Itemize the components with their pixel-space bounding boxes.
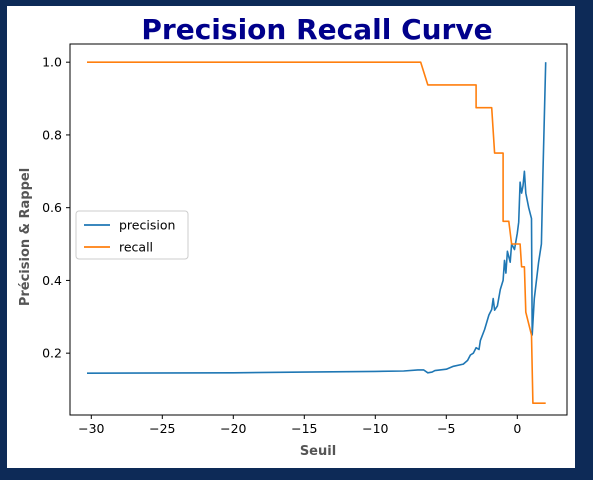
x-axis-ticks: −30 −25 −20 −15 −10 −5 0	[78, 415, 521, 436]
x-axis-label: Seuil	[300, 444, 336, 459]
series-line-precision	[86, 62, 547, 374]
series-line-recall	[87, 61, 546, 404]
x-tick-label: −20	[220, 421, 246, 436]
y-tick-label: 0.6	[42, 200, 62, 215]
x-tick-label: −5	[437, 421, 455, 436]
y-axis-ticks: 0.2 0.4 0.6 0.8 1.0	[42, 55, 70, 361]
y-tick-label: 0.2	[42, 346, 62, 361]
legend-label-recall: recall	[119, 240, 153, 255]
y-tick-label: 0.8	[42, 127, 62, 142]
plot-area	[69, 43, 568, 416]
legend-label-precision: precision	[119, 218, 175, 233]
legend: precision recall	[75, 210, 189, 260]
series-layer	[86, 61, 547, 404]
figure: Precision Recall Curve −30 −25 −20 −15 −10 −5…	[7, 6, 575, 468]
chart-title: Precision Recall Curve	[141, 13, 492, 46]
x-tick-label: −25	[149, 421, 175, 436]
y-tick-label: 1.0	[42, 55, 62, 70]
y-axis-label: Précision & Rappel	[18, 168, 33, 306]
x-tick-label: 0	[513, 421, 521, 436]
precision-recall-chart: Precision Recall Curve −30 −25 −20 −15 −10 −5…	[18, 13, 568, 459]
x-tick-label: −10	[362, 421, 388, 436]
y-tick-label: 0.4	[42, 273, 62, 288]
x-tick-label: −15	[291, 421, 317, 436]
x-tick-label: −30	[78, 421, 104, 436]
